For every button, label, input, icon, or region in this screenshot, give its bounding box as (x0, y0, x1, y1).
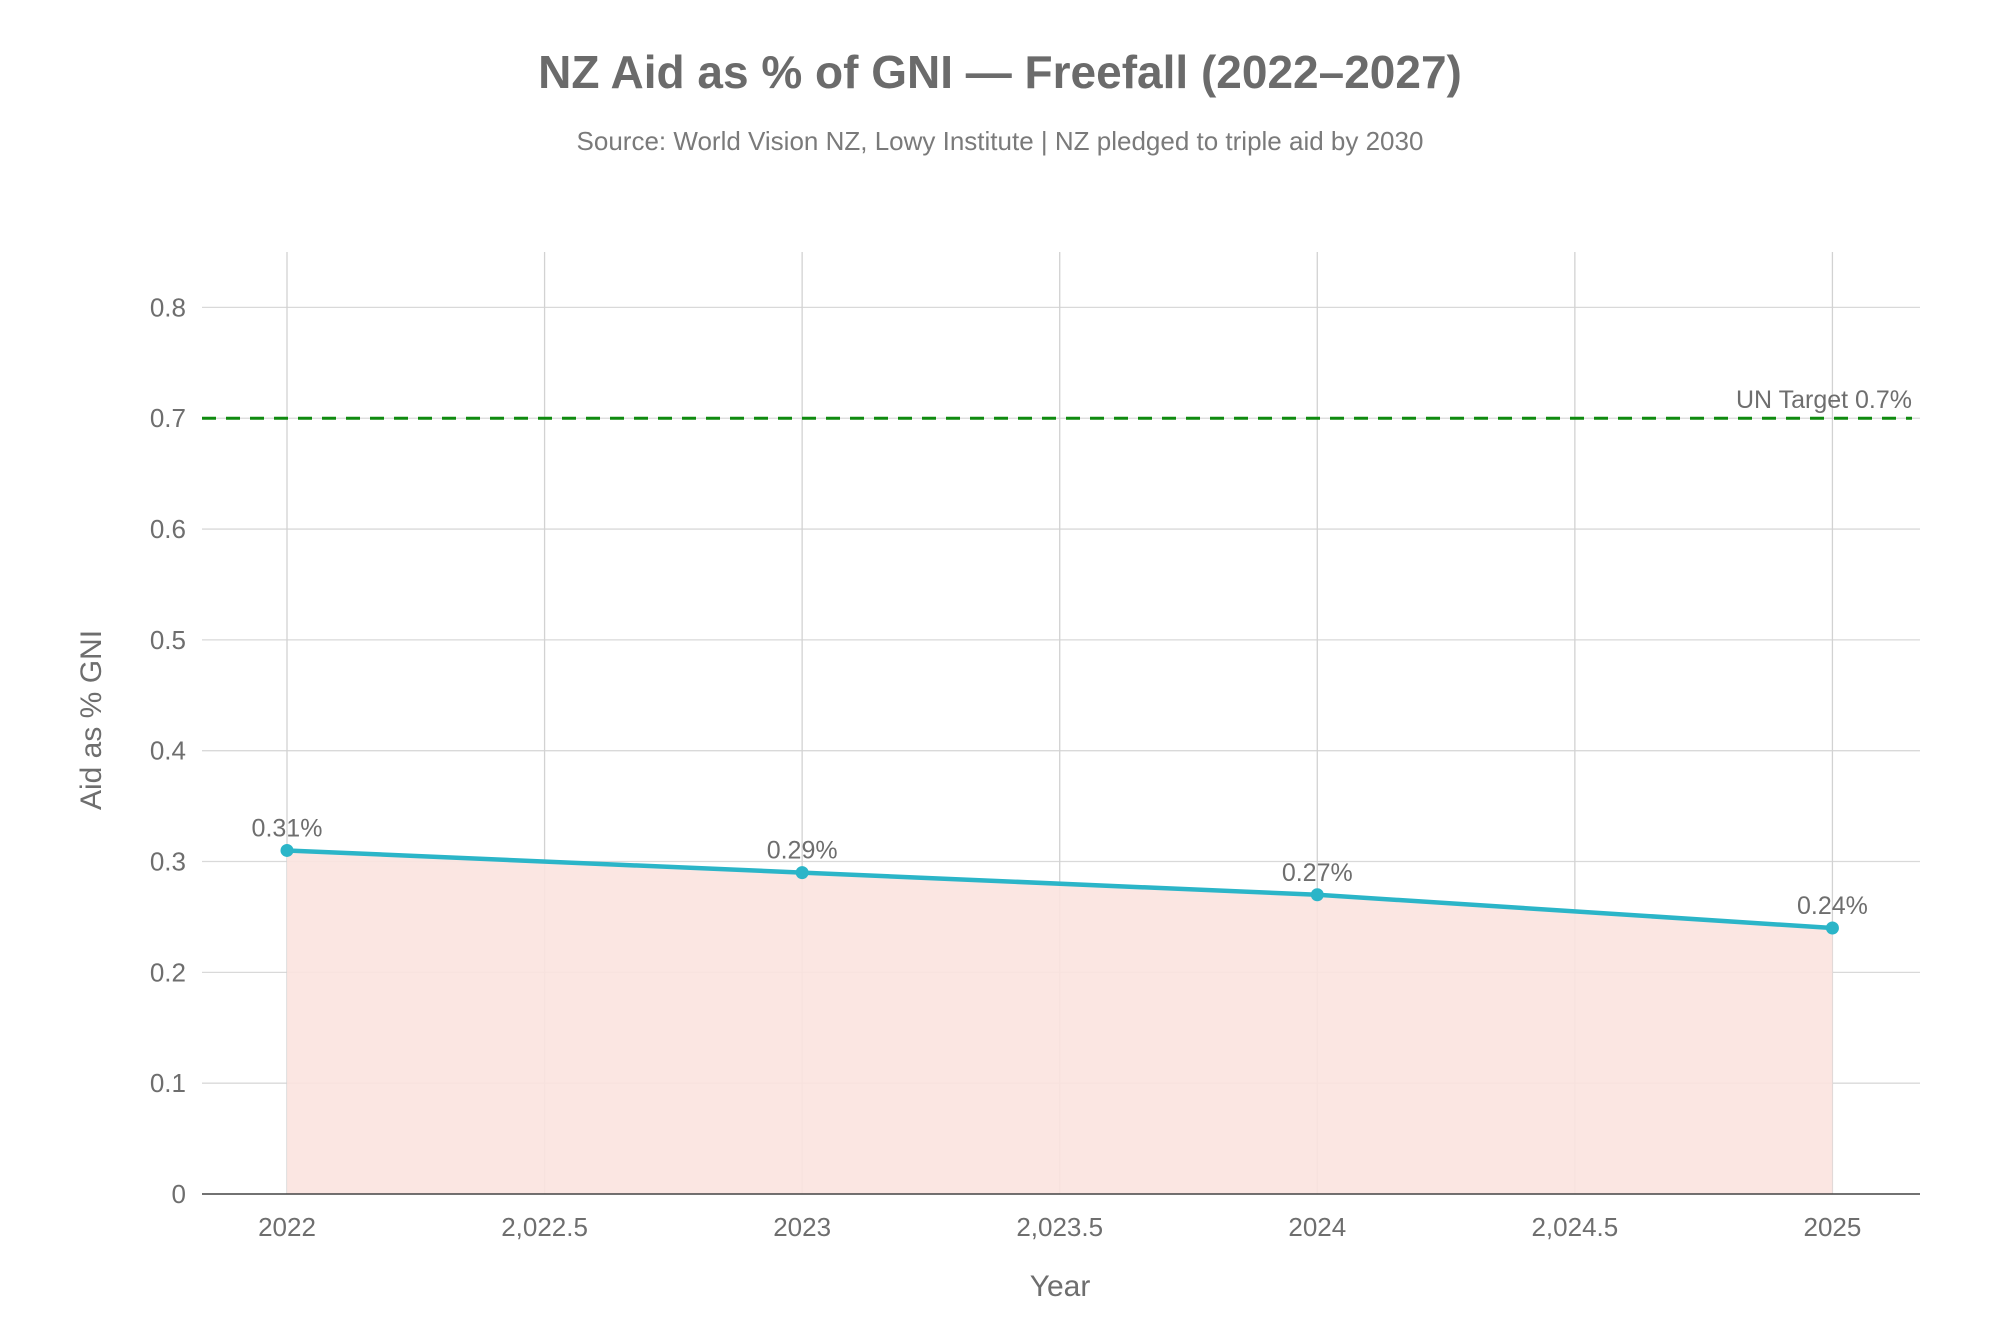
data-point[interactable] (1310, 888, 1324, 902)
reference-line-label: UN Target 0.7% (1736, 386, 1912, 414)
axes: 0 0.1 0.2 0.3 0.4 0.5 0.6 0.7 0.8 2022 2,022.5 2023… (150, 292, 1920, 1242)
x-tick-label: 2,024.5 (1531, 1212, 1618, 1242)
x-tick-label: 2025 (1804, 1212, 1862, 1242)
series-line (284, 848, 1835, 931)
y-tick-label: 0 (172, 1179, 186, 1209)
labels-layer: 0.31% 0.29% 0.27% 0.24% (252, 814, 1868, 920)
x-tick-label: 2022 (258, 1212, 316, 1242)
data-label: 0.31% (252, 814, 323, 842)
y-tick-label: 0.2 (150, 957, 186, 987)
x-tick-label: 2023 (773, 1212, 831, 1242)
y-tick-label: 0.3 (150, 847, 186, 877)
data-point[interactable] (795, 866, 809, 880)
data-label: 0.29% (767, 837, 838, 865)
area-fill-layer (286, 850, 1833, 1194)
data-label: 0.27% (1282, 859, 1353, 887)
y-tick-label: 0.6 (150, 514, 186, 544)
y-tick-label: 0.8 (150, 292, 186, 322)
chart-subtitle: Source: World Vision NZ, Lowy Institute … (577, 126, 1424, 156)
data-label: 0.24% (1797, 892, 1868, 920)
y-tick-label: 0.1 (150, 1068, 186, 1098)
series-layer (280, 843, 1839, 935)
area-fill (286, 850, 1833, 1194)
y-tick-label: 0.7 (150, 403, 186, 433)
y-tick-label: 0.5 (150, 625, 186, 655)
y-axis-title: Aid as % GNI (75, 630, 108, 810)
x-axis-title: Year (1030, 1270, 1091, 1303)
data-point[interactable] (280, 843, 294, 857)
data-point[interactable] (1825, 921, 1839, 935)
y-tick-label: 0.4 (150, 736, 186, 766)
reference-line-layer: UN Target 0.7% (202, 386, 1912, 420)
chart-title: NZ Aid as % of GNI — Freefall (2022–2027… (538, 46, 1462, 98)
x-tick-label: 2,022.5 (501, 1212, 588, 1242)
x-tick-label: 2,023.5 (1016, 1212, 1103, 1242)
x-tick-label: 2024 (1288, 1212, 1346, 1242)
